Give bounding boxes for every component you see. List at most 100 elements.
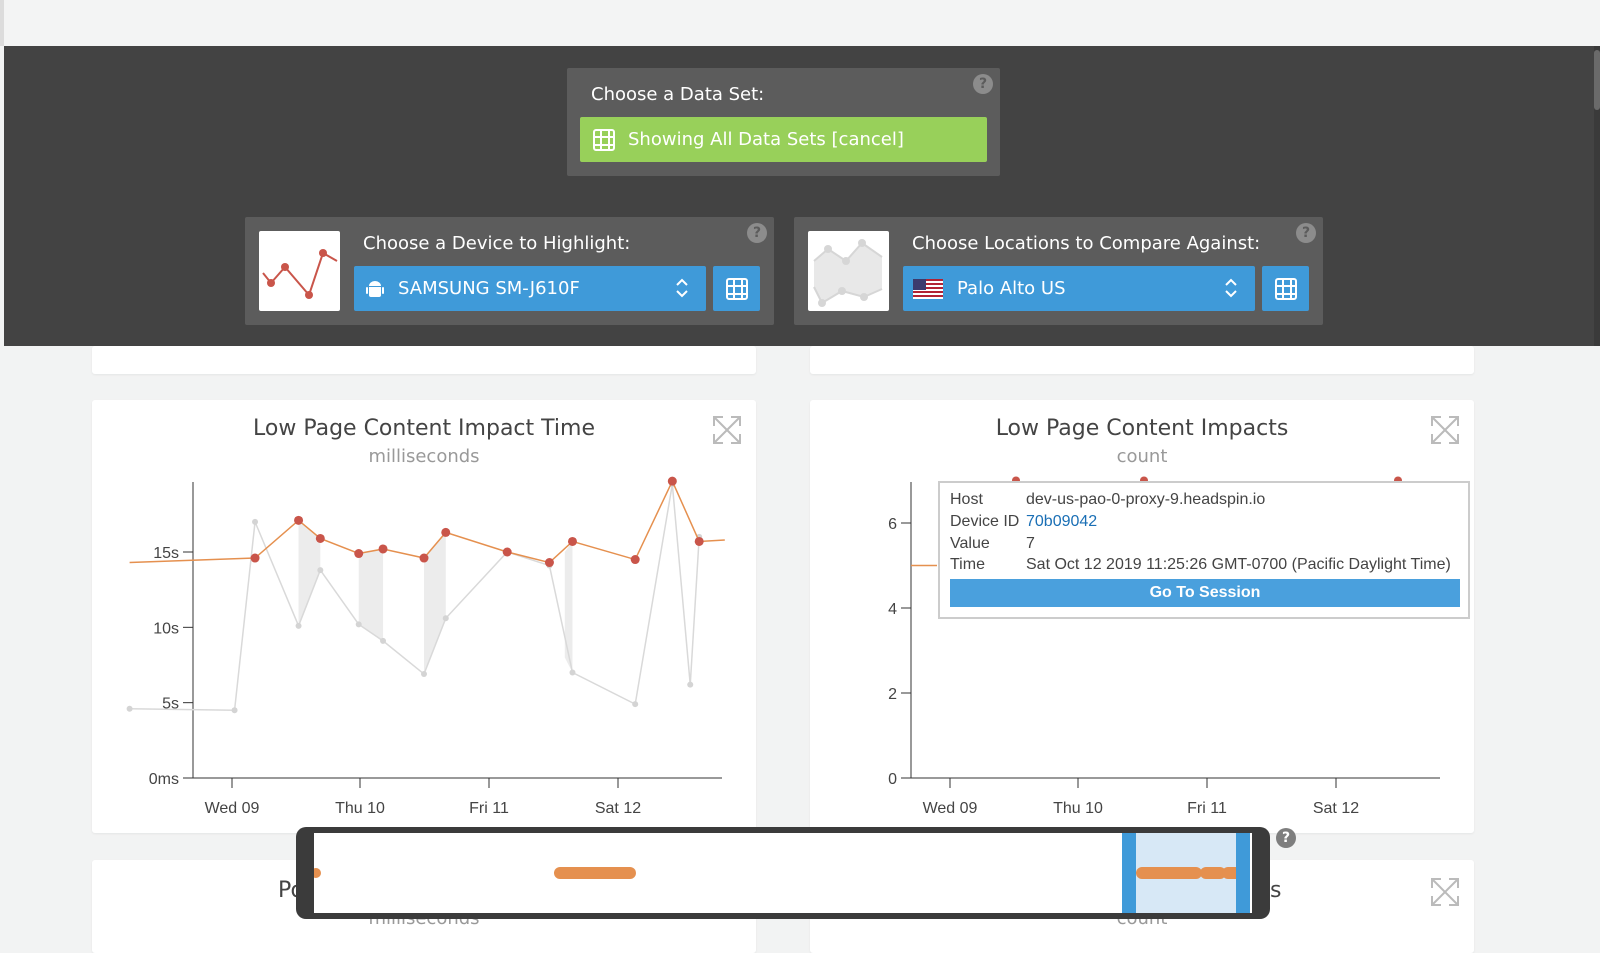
compare-series-line — [129, 484, 700, 711]
help-icon[interactable]: ? — [747, 223, 767, 243]
x-tick-label: Wed 09 — [923, 800, 978, 817]
difference-band — [298, 520, 321, 626]
tooltip-host-key: Host — [950, 491, 983, 508]
dataset-label: Choose a Data Set: — [591, 84, 765, 105]
chart-subtitle: milliseconds — [368, 446, 480, 467]
impact-time-chart[interactable]: 0ms 5s 10s 15s Wed 09 Thu 10 Fri 11 Sat 12 — [92, 400, 756, 833]
help-icon[interactable]: ? — [973, 74, 993, 94]
tooltip-time-key: Time — [950, 556, 985, 573]
highlight-series-line — [129, 479, 725, 564]
tooltip-host-value: dev-us-pao-0-proxy-9.headspin.io — [1026, 491, 1266, 508]
grid-icon — [593, 128, 615, 151]
y-tick-label: 0 — [888, 771, 897, 788]
compare-point — [231, 707, 238, 714]
point-tooltip: Host dev-us-pao-0-proxy-9.headspin.io De… — [938, 481, 1470, 619]
y-tick-label: 10s — [153, 620, 179, 637]
highlight-point — [694, 536, 704, 546]
location-select[interactable]: Palo Alto US — [903, 266, 1255, 311]
help-icon[interactable]: ? — [1296, 223, 1316, 243]
chevron-updown-icon — [1225, 278, 1237, 299]
location-thumbnail — [808, 231, 889, 311]
grid-icon — [1274, 277, 1297, 300]
difference-band — [358, 548, 384, 641]
compare-point — [442, 615, 449, 622]
dataset-button-label: Showing All Data Sets [cancel] — [628, 129, 904, 150]
compare-point — [252, 518, 259, 525]
device-label: Choose a Device to Highlight: — [363, 233, 631, 254]
device-grid-button[interactable] — [713, 266, 760, 311]
tooltip-value-key: Value — [950, 535, 990, 552]
card-above-left — [92, 346, 756, 374]
location-label: Choose Locations to Compare Against: — [912, 233, 1261, 254]
scrollbar-thumb[interactable] — [1594, 50, 1600, 110]
x-tick-label: Fri 11 — [1187, 800, 1227, 817]
compare-point — [380, 637, 387, 644]
highlight-point — [441, 527, 451, 537]
compare-point — [355, 621, 362, 628]
highlight-point — [315, 533, 325, 543]
y-tick-label: 6 — [888, 516, 897, 533]
compare-series-icon — [813, 239, 883, 307]
impacts-chart[interactable]: 0 2 4 6 Wed 09 Thu 10 Fri 11 Sat 12 — [810, 400, 1474, 833]
top-strip — [0, 0, 1600, 46]
compare-point — [317, 567, 324, 574]
location-select-value: Palo Alto US — [957, 278, 1066, 299]
highlight-point — [419, 553, 429, 563]
chart-title: s — [1270, 878, 1282, 903]
compare-point — [632, 701, 639, 708]
highlight-point — [630, 555, 640, 565]
location-grid-button[interactable] — [1262, 266, 1309, 311]
x-tick-label: Fri 11 — [469, 800, 509, 817]
difference-band — [424, 532, 446, 675]
navigator-selection[interactable] — [1122, 833, 1250, 913]
tooltip-time: Sat Oct 12 2019 11:25:26 GMT-0700 (Pacif… — [1026, 556, 1451, 573]
expand-icon[interactable] — [711, 414, 743, 446]
compare-point — [295, 622, 302, 629]
tooltip-device-key: Device ID — [950, 513, 1020, 530]
grid-icon — [725, 277, 748, 300]
chart-axes: 0ms 5s 10s 15s Wed 09 Thu 10 Fri 11 Sat 12 — [149, 482, 722, 817]
device-select-value: SAMSUNG SM-J610F — [398, 278, 580, 299]
scrollbar[interactable] — [1594, 46, 1600, 346]
go-to-session-button[interactable]: Go To Session — [950, 579, 1460, 607]
tooltip-device-link[interactable]: 70b09042 — [1026, 513, 1098, 530]
time-navigator[interactable] — [296, 827, 1270, 919]
highlight-point — [567, 536, 577, 546]
highlight-series-icon — [262, 249, 338, 299]
device-select[interactable]: SAMSUNG SM-J610F — [354, 266, 706, 311]
compare-point — [687, 681, 694, 688]
chart-title: Low Page Content Impact Time — [253, 416, 595, 441]
compare-point — [126, 705, 133, 712]
x-tick-label: Sat 12 — [1313, 800, 1359, 817]
difference-band — [564, 541, 573, 673]
highlight-point — [354, 549, 364, 559]
y-tick-label: 0ms — [149, 771, 179, 788]
x-tick-label: Wed 09 — [205, 800, 260, 817]
compare-point — [421, 671, 427, 678]
device-thumbnail — [259, 231, 340, 311]
highlight-point — [502, 547, 512, 557]
y-tick-label: 4 — [888, 601, 897, 618]
highlight-point — [667, 476, 677, 486]
y-tick-label: 5s — [162, 696, 179, 713]
highlight-point — [378, 544, 388, 554]
chevron-updown-icon — [676, 278, 688, 299]
card-above-right — [810, 346, 1474, 374]
device-panel: Choose a Device to Highlight: ? SAMSUNG … — [245, 217, 774, 325]
show-all-datasets-button[interactable]: Showing All Data Sets [cancel] — [580, 117, 987, 162]
location-panel: Choose Locations to Compare Against: ? P… — [794, 217, 1323, 325]
expand-icon[interactable] — [1429, 414, 1461, 446]
help-icon[interactable]: ? — [1276, 828, 1296, 848]
y-tick-label: 15s — [153, 545, 179, 562]
chart-title: Low Page Content Impacts — [995, 416, 1289, 441]
navigator-selected-series — [1136, 867, 1236, 879]
navigator-track[interactable] — [314, 833, 1252, 913]
highlight-point — [544, 558, 554, 568]
highlight-point — [250, 553, 260, 563]
dataset-panel: Choose a Data Set: ? Showing All Data Se… — [567, 68, 1000, 176]
y-tick-label: 2 — [888, 686, 897, 703]
chart-axes: 0 2 4 6 Wed 09 Thu 10 Fri 11 Sat 12 — [888, 482, 1440, 817]
x-tick-label: Thu 10 — [1053, 800, 1103, 817]
highlight-point — [294, 515, 304, 525]
expand-icon[interactable] — [1429, 876, 1461, 908]
